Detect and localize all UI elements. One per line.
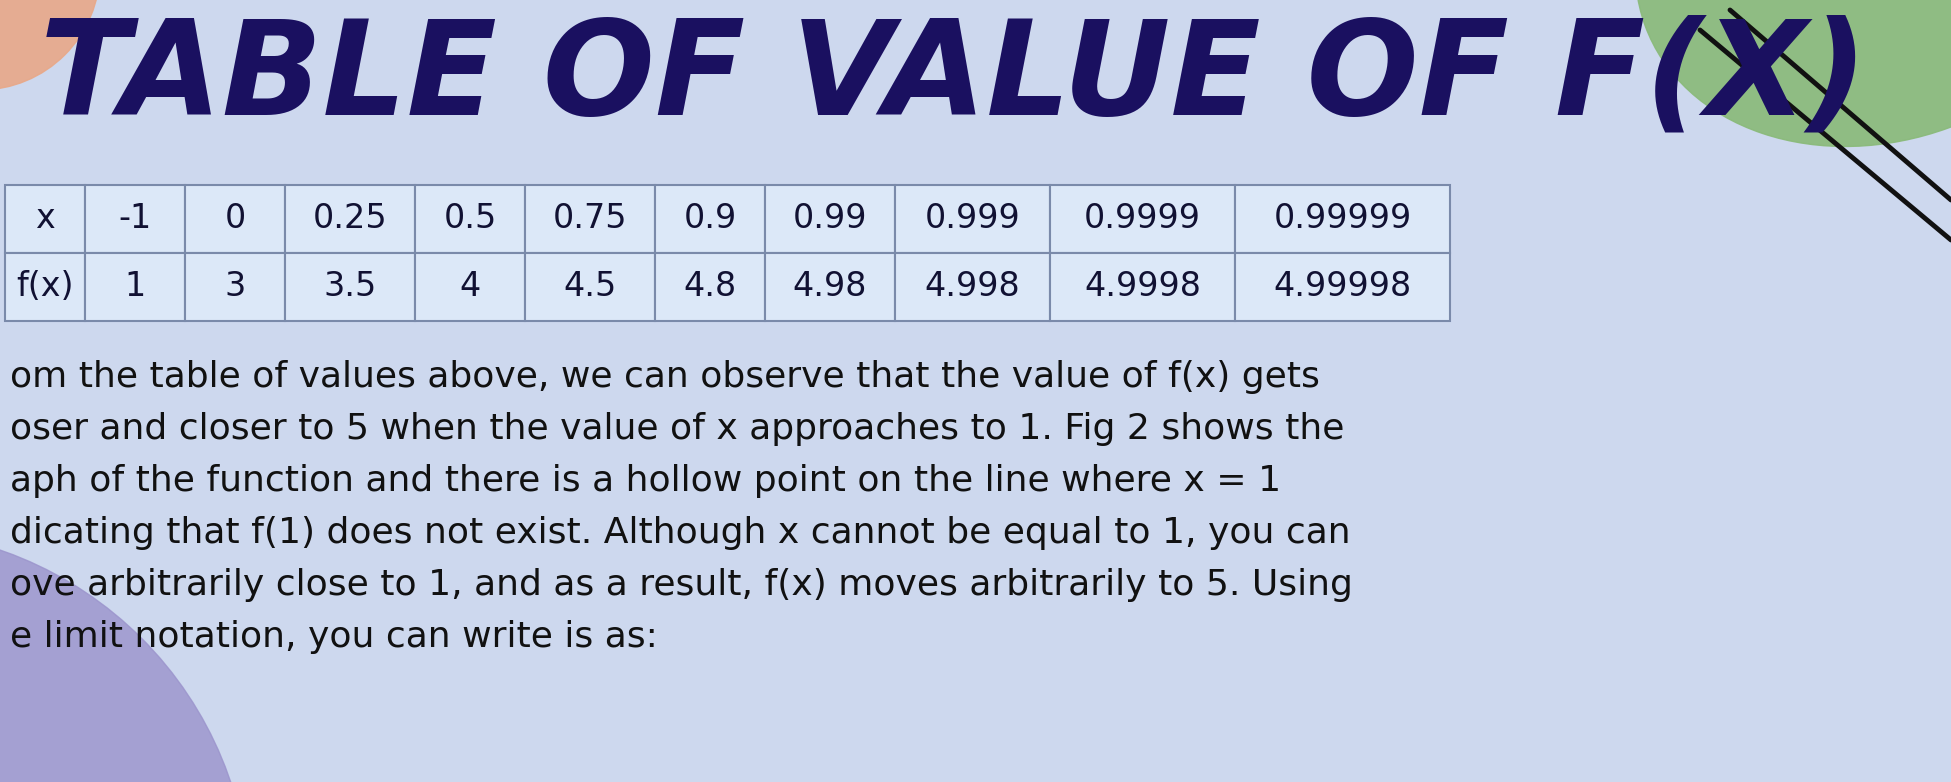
Text: x: x: [35, 203, 55, 235]
Circle shape: [0, 0, 100, 90]
Bar: [6, 185, 86, 253]
Text: 0.9: 0.9: [683, 203, 737, 235]
Bar: [765, 253, 896, 321]
Bar: [185, 253, 285, 321]
Text: 3.5: 3.5: [324, 271, 377, 303]
Bar: [656, 185, 765, 253]
Bar: [6, 253, 86, 321]
Text: 4.5: 4.5: [564, 271, 617, 303]
Bar: [765, 185, 896, 253]
Text: 4.998: 4.998: [925, 271, 1020, 303]
Text: dicating that f(1) does not exist. Although x cannot be equal to 1, you can: dicating that f(1) does not exist. Altho…: [10, 516, 1350, 550]
Text: 0.99999: 0.99999: [1274, 203, 1413, 235]
Text: 0.25: 0.25: [312, 203, 388, 235]
Text: 0.9999: 0.9999: [1085, 203, 1202, 235]
Bar: [525, 253, 656, 321]
Text: ove arbitrarily close to 1, and as a result, f(x) moves arbitrarily to 5. Using: ove arbitrarily close to 1, and as a res…: [10, 568, 1352, 602]
Bar: [1235, 253, 1450, 321]
Text: 0: 0: [224, 203, 246, 235]
Text: 0.999: 0.999: [925, 203, 1020, 235]
Text: -1: -1: [119, 203, 152, 235]
Bar: [416, 253, 525, 321]
Text: 0.75: 0.75: [552, 203, 628, 235]
Bar: [525, 185, 656, 253]
Text: 1: 1: [125, 271, 146, 303]
Text: 4.9998: 4.9998: [1085, 271, 1202, 303]
Bar: [86, 253, 185, 321]
Text: 4.99998: 4.99998: [1274, 271, 1413, 303]
Ellipse shape: [1635, 0, 1951, 146]
Text: 4.98: 4.98: [792, 271, 866, 303]
Text: 0.5: 0.5: [443, 203, 498, 235]
Text: 0.99: 0.99: [792, 203, 868, 235]
Text: om the table of values above, we can observe that the value of f(x) gets: om the table of values above, we can obs…: [10, 360, 1321, 394]
Bar: [1235, 185, 1450, 253]
Text: e limit notation, you can write is as:: e limit notation, you can write is as:: [10, 620, 657, 654]
Bar: [285, 185, 416, 253]
Bar: [285, 253, 416, 321]
Bar: [185, 185, 285, 253]
Bar: [896, 185, 1050, 253]
Bar: [896, 253, 1050, 321]
Bar: [86, 185, 185, 253]
Bar: [416, 185, 525, 253]
Text: 4: 4: [458, 271, 480, 303]
Text: 4.8: 4.8: [683, 271, 737, 303]
Text: aph of the function and there is a hollow point on the line where x = 1: aph of the function and there is a hollo…: [10, 464, 1282, 498]
Circle shape: [0, 530, 250, 782]
Text: oser and closer to 5 when the value of x approaches to 1. Fig 2 shows the: oser and closer to 5 when the value of x…: [10, 412, 1344, 446]
Bar: [656, 253, 765, 321]
Bar: [1050, 185, 1235, 253]
Bar: [1050, 253, 1235, 321]
Text: 3: 3: [224, 271, 246, 303]
Text: f(x): f(x): [16, 271, 74, 303]
Text: TABLE OF VALUE OF F(X): TABLE OF VALUE OF F(X): [41, 15, 1867, 142]
